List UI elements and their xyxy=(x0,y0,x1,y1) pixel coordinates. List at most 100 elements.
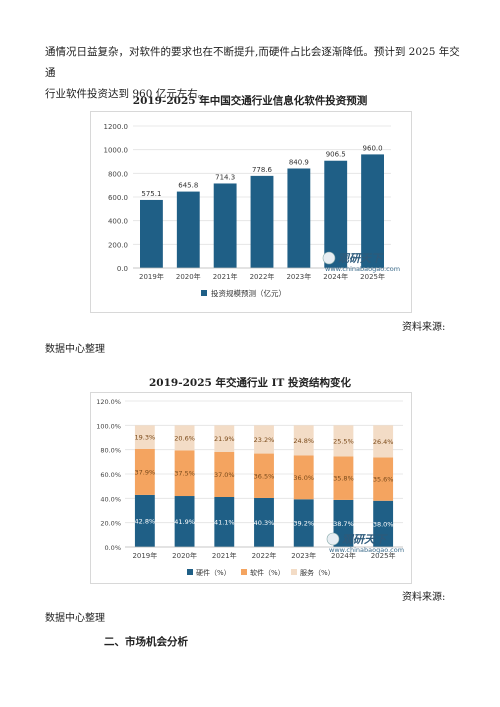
x-tick-label: 2021年 xyxy=(212,551,237,560)
x-tick-label: 2025年 xyxy=(360,272,385,281)
bar xyxy=(176,191,200,268)
stacked-segment xyxy=(214,496,235,547)
y-tick-label: 20.0% xyxy=(100,520,121,528)
stacked-segment xyxy=(174,425,195,451)
legend-label: 软件（%） xyxy=(250,568,285,577)
x-tick-label: 2024年 xyxy=(331,551,356,560)
stacked-segment xyxy=(254,497,274,547)
bar xyxy=(361,154,384,268)
watermark-brand: 观研天下 xyxy=(342,533,388,546)
x-tick-label: 2021年 xyxy=(213,272,238,281)
data-label: 39.2% xyxy=(293,520,314,528)
stacked-segment xyxy=(293,455,314,500)
data-label: 35.6% xyxy=(373,476,394,484)
y-tick-label: 60.0% xyxy=(100,471,121,479)
y-tick-label: 80.0% xyxy=(100,447,121,455)
stacked-segment xyxy=(134,425,155,449)
intro-line-1: 通情况日益复杂，对软件的要求也在不断提升,而硬件占比会逐渐降低。预计到 2025… xyxy=(45,46,460,79)
chart1-container: 0.0 200.0 400.0 600.0 800.0 1000.0 1200.0 575.1… xyxy=(90,111,412,313)
y-tick-label: 800.0 xyxy=(108,170,128,178)
data-label: 840.9 xyxy=(289,158,309,166)
stacked-segment xyxy=(214,425,235,452)
data-label: 35.8% xyxy=(333,475,354,483)
data-label: 19.3% xyxy=(135,434,156,442)
legend-swatch xyxy=(241,569,247,575)
section-heading: 二、市场机会分析 xyxy=(104,636,188,648)
watermark-url: www.chinabaogao.com xyxy=(325,265,400,273)
bar xyxy=(324,160,348,268)
stacked-segment xyxy=(254,425,274,454)
data-label: 26.4% xyxy=(373,438,394,446)
y-tick-label: 0.0% xyxy=(104,544,121,552)
data-label: 41.1% xyxy=(214,518,235,526)
y-tick-label: 0.0 xyxy=(117,265,128,273)
stacked-segment xyxy=(174,450,195,497)
bar xyxy=(250,175,274,268)
data-label: 960.0 xyxy=(363,144,383,152)
investment-bar-chart: 0.0 200.0 400.0 600.0 800.0 1000.0 1200.0 575.1… xyxy=(104,123,401,298)
data-label: 37.0% xyxy=(214,471,235,479)
data-label: 25.5% xyxy=(333,437,354,445)
data-label: 575.1 xyxy=(141,190,161,198)
data-label: 36.0% xyxy=(293,474,314,482)
data-label: 40.3% xyxy=(254,519,275,527)
bar xyxy=(287,168,311,268)
watermark-logo-icon xyxy=(326,532,340,546)
watermark-url: www.chinabaogao.com xyxy=(329,546,404,554)
source-note-1: 数据中心整理 xyxy=(45,344,105,355)
bar xyxy=(140,199,163,268)
data-label: 778.6 xyxy=(252,166,273,174)
x-tick-label: 2022年 xyxy=(250,272,275,281)
intro-paragraph: 通情况日益复杂，对软件的要求也在不断提升,而硬件占比会逐渐降低。预计到 2025… xyxy=(45,42,465,105)
stacked-segment xyxy=(373,425,394,458)
source-label-1: 资料来源: xyxy=(402,322,446,333)
y-tick-label: 1200.0 xyxy=(104,123,129,131)
intro-line-2: 行业软件投资达到 960 亿元左右。 xyxy=(45,88,209,100)
data-label: 37.5% xyxy=(174,470,195,478)
x-tick-label: 2019年 xyxy=(139,272,164,281)
y-tick-label: 400.0 xyxy=(108,218,128,226)
stacked-segment xyxy=(373,457,394,501)
source-note-2: 数据中心整理 xyxy=(45,613,105,624)
x-tick-label: 2020年 xyxy=(176,272,201,281)
legend-swatch xyxy=(291,569,297,575)
data-label: 21.9% xyxy=(214,435,235,443)
y-tick-label: 120.0% xyxy=(96,398,121,406)
data-label: 906.5 xyxy=(326,151,346,159)
data-label: 645.8 xyxy=(178,182,198,190)
y-tick-label: 600.0 xyxy=(108,194,128,202)
stacked-segment xyxy=(333,425,354,457)
bar xyxy=(213,183,237,268)
x-tick-label: 2023年 xyxy=(291,551,316,560)
y-tick-label: 40.0% xyxy=(100,495,121,503)
chart2-title: 2019-2025 年交通行业 IT 投资结构变化 xyxy=(149,377,351,389)
data-label: 714.3 xyxy=(215,173,235,181)
data-label: 41.9% xyxy=(174,518,195,526)
y-tick-label: 100.0% xyxy=(96,422,121,430)
structure-stacked-chart: 0.0% 20.0% 40.0% 60.0% 80.0% 100.0% 120.0% 42.8… xyxy=(96,398,404,577)
stacked-segment xyxy=(333,456,354,500)
source-label-2: 资料来源: xyxy=(402,592,446,603)
x-tick-label: 2020年 xyxy=(172,551,197,560)
stacked-segment xyxy=(333,499,354,547)
stacked-segment xyxy=(174,496,195,547)
data-label: 38.0% xyxy=(373,520,394,528)
x-tick-label: 2022年 xyxy=(252,551,277,560)
legend-label: 硬件（%） xyxy=(196,568,231,577)
stacked-segment xyxy=(373,500,394,547)
data-label: 24.8% xyxy=(293,437,314,445)
y-tick-label: 1000.0 xyxy=(104,147,129,155)
data-label: 37.9% xyxy=(135,468,156,476)
data-label: 23.2% xyxy=(254,436,275,444)
legend-swatch xyxy=(201,290,207,296)
chart1-title: 2019-2025 年中国交通行业信息化软件投资预测 xyxy=(132,95,368,107)
stacked-segment xyxy=(293,425,314,456)
data-label: 42.8% xyxy=(135,517,156,525)
watermark-brand: 观研天下 xyxy=(338,252,384,265)
stacked-segment xyxy=(134,494,155,547)
chart2-container: 0.0% 20.0% 40.0% 60.0% 80.0% 100.0% 120.0% 42.8… xyxy=(90,392,412,584)
x-tick-label: 2023年 xyxy=(286,272,311,281)
legend-label: 投资规模预测（亿元） xyxy=(211,288,286,298)
x-tick-label: 2019年 xyxy=(132,551,157,560)
legend-swatch xyxy=(187,569,193,575)
